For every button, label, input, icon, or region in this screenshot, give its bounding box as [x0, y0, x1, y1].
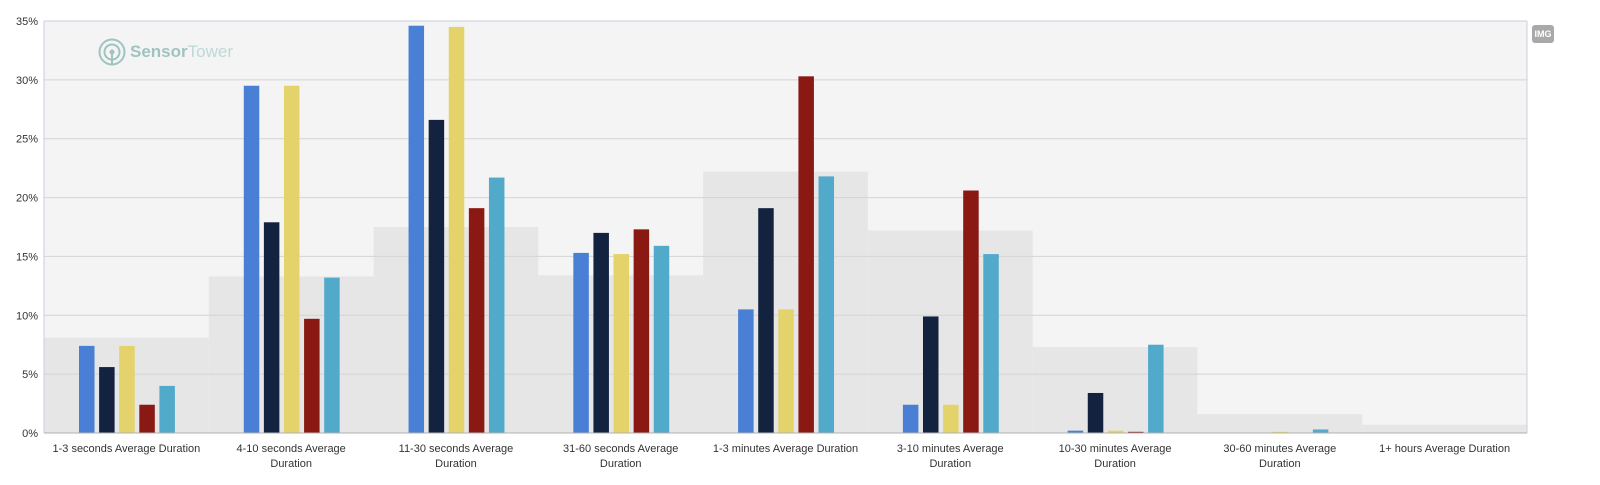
x-tick-label: Duration — [929, 458, 971, 470]
bar — [304, 318, 320, 433]
background-bar — [1362, 424, 1527, 433]
bar — [922, 316, 939, 433]
x-tick-label: 1+ hours Average Duration — [1379, 443, 1510, 455]
x-tick-label: 11-30 seconds Average — [399, 443, 514, 455]
y-tick-label: 30% — [16, 75, 38, 87]
bar — [778, 309, 794, 433]
x-tick-label: Duration — [435, 458, 477, 470]
bar — [1087, 392, 1104, 433]
bar — [99, 367, 115, 433]
bar — [798, 76, 814, 433]
bar — [1067, 430, 1084, 433]
bar — [263, 222, 280, 433]
bar — [1272, 431, 1289, 433]
bar — [159, 385, 175, 433]
bar — [408, 25, 425, 434]
bar — [758, 208, 774, 433]
background-bar — [867, 230, 1033, 433]
bar — [633, 229, 650, 433]
bar — [1312, 429, 1329, 433]
bar — [428, 119, 445, 433]
x-tick-label: Duration — [600, 458, 642, 470]
bar — [983, 254, 999, 433]
x-tick-label: 31-60 seconds Average — [563, 443, 678, 455]
x-tick-label: 1-3 seconds Average Duration — [52, 443, 200, 455]
background-bar — [1197, 414, 1363, 433]
bar — [324, 277, 340, 433]
bar — [243, 85, 260, 433]
x-tick-label: 30-60 minutes Average — [1223, 443, 1336, 455]
bar — [139, 404, 155, 433]
bar — [738, 309, 754, 433]
x-tick-label: 4-10 seconds Average — [237, 443, 346, 455]
y-tick-label: 25% — [16, 134, 38, 146]
x-tick-label: Duration — [1094, 458, 1136, 470]
bar — [818, 176, 835, 433]
bar — [1148, 344, 1164, 433]
img-badge[interactable]: IMG — [1532, 25, 1554, 43]
y-tick-label: 10% — [16, 310, 38, 322]
bar — [119, 345, 135, 433]
bar — [468, 208, 485, 433]
bar — [902, 404, 919, 433]
x-tick-label: Duration — [1259, 458, 1301, 470]
background-bar — [1032, 347, 1198, 433]
x-tick-label: 1-3 minutes Average Duration — [713, 443, 858, 455]
logo-text: SensorTower — [130, 42, 233, 61]
y-tick-label: 0% — [22, 428, 38, 440]
bar — [943, 404, 959, 433]
sensortower-logo-icon — [98, 38, 126, 66]
y-tick-label: 15% — [16, 251, 38, 263]
x-tick-label: Duration — [270, 458, 312, 470]
bar — [963, 190, 979, 433]
bar — [79, 345, 95, 433]
sensortower-logo: SensorTower — [98, 38, 233, 66]
x-tick-label: 3-10 minutes Average — [897, 443, 1004, 455]
bar — [448, 26, 465, 434]
y-tick-label: 35% — [16, 16, 38, 28]
bar — [283, 85, 300, 433]
bar — [573, 252, 589, 433]
bar — [653, 245, 670, 433]
bar — [613, 254, 630, 433]
x-tick-label: 10-30 minutes Average — [1059, 443, 1172, 455]
bar — [1107, 430, 1124, 433]
y-tick-label: 5% — [22, 369, 38, 381]
y-tick-label: 20% — [16, 193, 38, 205]
bar — [1127, 431, 1144, 433]
bar — [593, 232, 609, 433]
bar — [488, 177, 505, 433]
